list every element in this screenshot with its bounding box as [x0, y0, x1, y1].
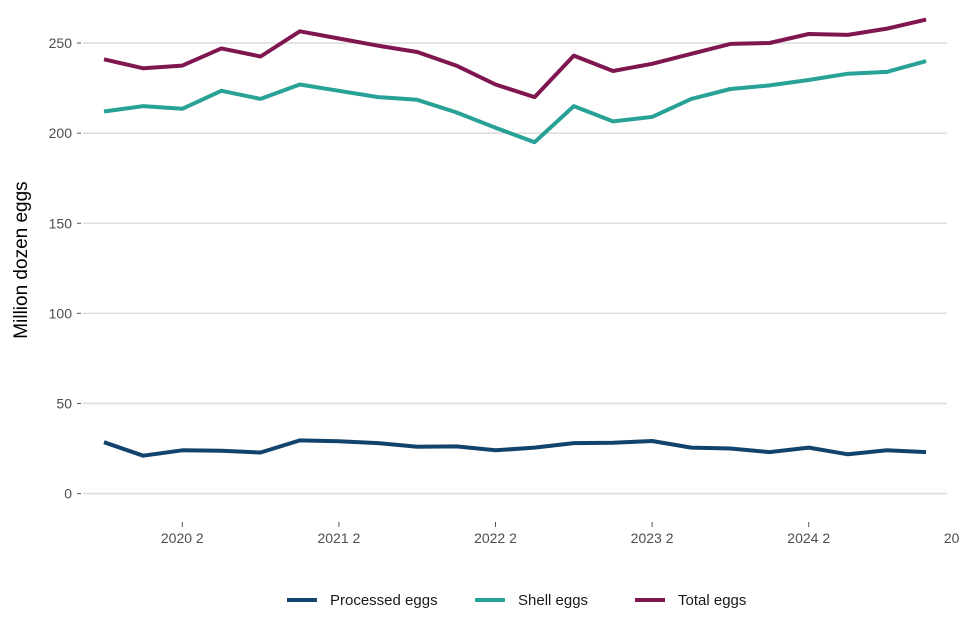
legend-label: Processed eggs — [330, 592, 438, 609]
x-tick-label: 2022 2 — [474, 530, 517, 546]
x-tick-label: 2025 2 — [944, 530, 960, 546]
x-tick-label: 2020 2 — [161, 530, 204, 546]
y-tick-label: 100 — [49, 305, 73, 321]
y-tick-label: 50 — [56, 395, 72, 411]
x-tick-label: 2024 2 — [787, 530, 830, 546]
gridlines — [83, 42, 947, 495]
series-lines — [103, 17, 927, 458]
legend-label: Shell eggs — [518, 592, 588, 609]
y-tick-label: 0 — [64, 486, 72, 502]
y-tick-label: 250 — [49, 35, 73, 51]
legend-label: Total eggs — [678, 592, 746, 609]
legend-item-shell-eggs: Shell eggs — [475, 592, 588, 609]
y-tick-label: 150 — [49, 215, 73, 231]
y-tick-label: 200 — [49, 125, 73, 141]
series-line-total-eggs — [103, 17, 927, 100]
x-tick-label: 2023 2 — [631, 530, 674, 546]
series-line-shell-eggs — [103, 59, 927, 145]
legend: Processed eggs Shell eggs Total eggs — [287, 592, 746, 609]
legend-item-processed-eggs: Processed eggs — [287, 592, 438, 609]
series-line-processed-eggs — [103, 438, 927, 458]
y-axis-title: Million dozen eggs — [11, 181, 32, 338]
x-tick-label: 2021 2 — [317, 530, 360, 546]
y-axis-ticks: 0 50 100 150 200 250 — [49, 35, 81, 502]
x-axis-ticks: 2020 2 2021 2 2022 2 2023 2 2024 2 2025 2 — [161, 522, 960, 546]
legend-item-total-eggs: Total eggs — [635, 592, 746, 609]
